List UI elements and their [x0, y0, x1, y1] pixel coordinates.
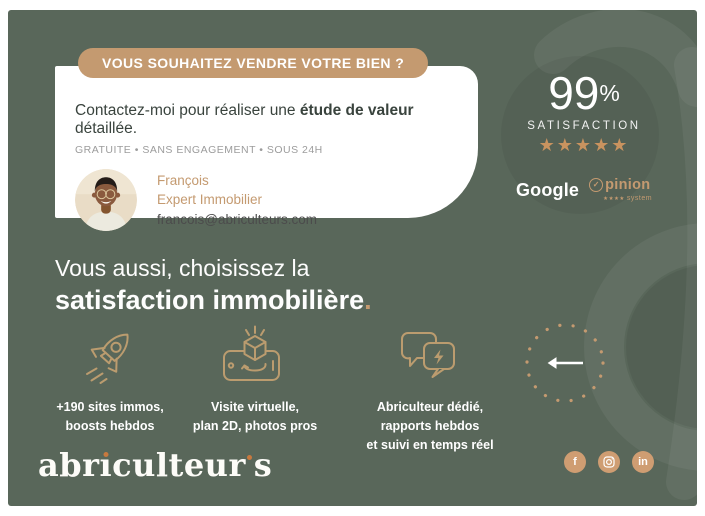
feature-suivi: Abriculteur dédié, rapports hebdos et su…	[340, 322, 520, 454]
headline-line1: Vous aussi, choisissez la	[55, 255, 310, 281]
green-canvas: Contactez-moi pour réaliser une étude de…	[8, 10, 697, 506]
feature-label: +190 sites immos, boosts hebdos	[56, 400, 164, 433]
feature-label: Abriculteur dédié, rapports hebdos et su…	[366, 400, 494, 452]
left-arrow-icon	[547, 357, 583, 369]
review-logos-row: Google ✓ pinion ★★★★ system	[504, 178, 664, 202]
facebook-icon[interactable]: f	[564, 451, 586, 473]
virtual-tour-icon	[175, 322, 335, 388]
opinion-check-icon: ✓	[589, 178, 604, 193]
instagram-icon[interactable]	[598, 451, 620, 473]
five-stars-rating: ★★★★★	[538, 135, 630, 155]
logo-orange-dot	[247, 455, 253, 460]
feature-diffusion: +190 sites immos, boosts hebdos	[30, 322, 190, 436]
feature-visite-virtuelle: Visite virtuelle, plan 2D, photos pros	[175, 322, 335, 436]
previous-arrow-button[interactable]	[520, 318, 610, 408]
agent-role: Expert Immobilier	[157, 192, 263, 208]
rocket-icon	[30, 322, 190, 388]
headline-line2: satisfaction immobilière.	[55, 285, 372, 316]
chat-lightning-icon	[340, 322, 520, 388]
card-subline: GRATUITE • SANS ENGAGEMENT • SOUS 24H	[75, 144, 323, 156]
contact-card: Contactez-moi pour réaliser une étude de…	[55, 66, 478, 231]
agent-avatar	[75, 169, 137, 231]
opinion-system-logo: ✓ pinion ★★★★ system	[589, 178, 652, 202]
social-links: f in	[564, 451, 654, 473]
satisfaction-label: SATISFACTION	[527, 120, 641, 132]
main-headline: Vous aussi, choisissez la satisfaction i…	[55, 253, 372, 319]
linkedin-icon[interactable]: in	[632, 451, 654, 473]
feature-label: Visite virtuelle, plan 2D, photos pros	[192, 400, 318, 433]
logo-orange-dot	[103, 452, 109, 457]
sell-property-badge: VOUS SOUHAITEZ VENDRE VOTRE BIEN ?	[78, 48, 429, 78]
card-heading: Contactez-moi pour réaliser une étude de…	[75, 102, 414, 137]
agent-profile: François Expert Immobilier francois@abri…	[75, 169, 458, 231]
google-logo: Google	[515, 179, 580, 200]
agent-name: François	[157, 172, 209, 188]
agent-email-link[interactable]: francois@abriculteurs.com	[157, 211, 318, 227]
satisfaction-block: 99% SATISFACTION ★★★★★ Google ✓ pinion ★…	[504, 70, 664, 202]
abriculteurs-logo: abr ıculteur s	[38, 446, 273, 484]
satisfaction-value: 99%	[548, 67, 620, 119]
agent-portrait-illustration	[75, 169, 137, 231]
agent-details: François Expert Immobilier francois@abri…	[157, 171, 317, 230]
